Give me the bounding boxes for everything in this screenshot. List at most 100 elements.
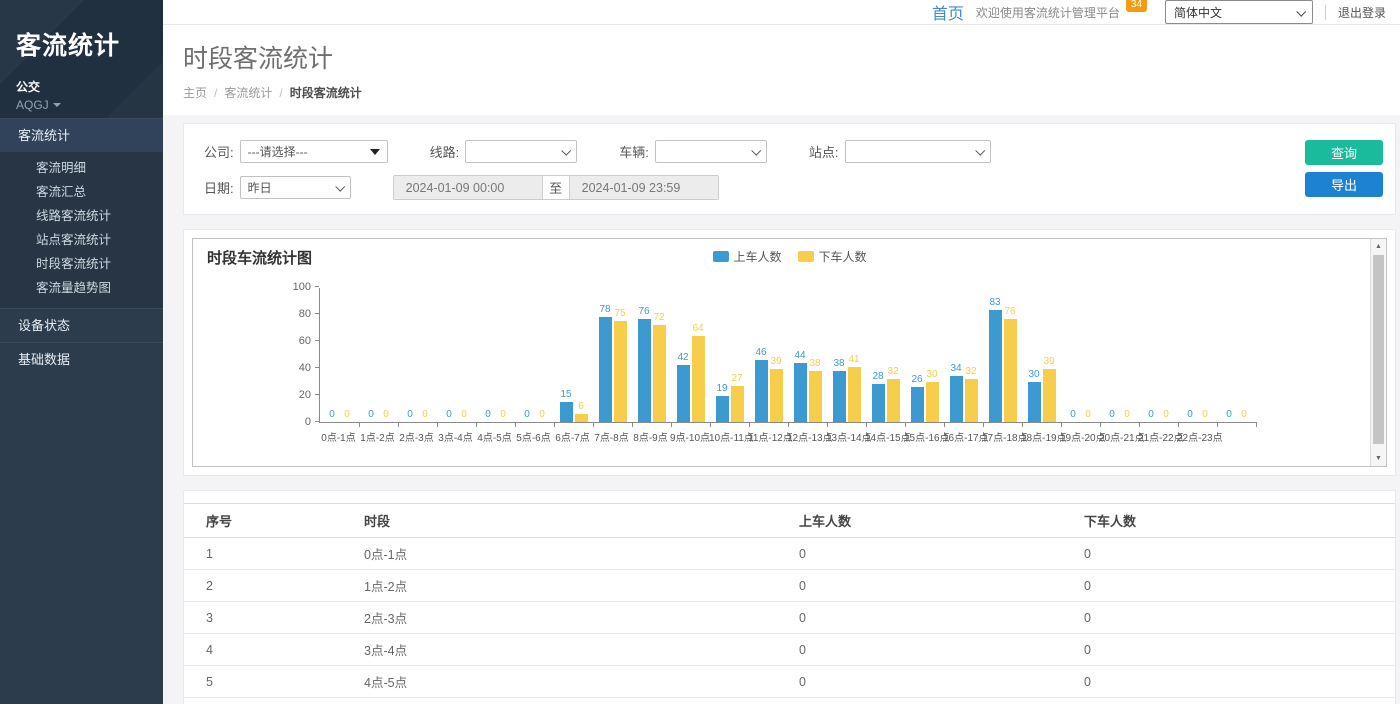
title-block: 时段客流统计 主页 / 客流统计 / 时段客流统计: [163, 25, 1400, 115]
home-link[interactable]: 首页: [932, 0, 964, 24]
y-axis-tick-mark: [315, 394, 319, 395]
chart-bar-column: 28: [872, 371, 885, 422]
chart-category-group: 00: [437, 288, 476, 422]
bar: [809, 371, 822, 422]
sidebar-subitem-3[interactable]: 站点客流统计: [0, 228, 163, 252]
sidebar-nav: 客流统计 客流明细客流汇总线路客流统计站点客流统计时段客流统计客流量趋势图 设备…: [0, 118, 163, 376]
language-select-value: 简体中文: [1174, 4, 1222, 21]
x-axis-tick-label: [1216, 429, 1255, 444]
user-dropdown[interactable]: AQGJ: [16, 98, 147, 112]
station-filter: 站点:: [809, 140, 991, 163]
filter-row-1: 公司: ---请选择--- 线路: 车辆:: [204, 140, 1285, 163]
sidebar-subitem-1[interactable]: 客流汇总: [0, 180, 163, 204]
bar: [1028, 382, 1041, 423]
user-name: AQGJ: [16, 98, 49, 112]
bar-value-label: 0: [461, 409, 467, 420]
x-axis-tick-label: 9点-10点: [670, 429, 709, 444]
table-cell: 0点-1点: [364, 538, 799, 570]
bar-value-label: 0: [329, 409, 335, 420]
chart-category-group: 00: [1139, 288, 1178, 422]
date-filter: 日期: 昨日: [204, 176, 351, 199]
bar-value-label: 0: [368, 409, 374, 420]
table-header-cell: 序号: [184, 504, 364, 538]
date-preset-value: 昨日: [248, 179, 272, 196]
bar-value-label: 28: [872, 371, 883, 382]
bar: [989, 310, 1002, 422]
bar: [677, 365, 690, 422]
bar: [638, 319, 651, 422]
chart-bar-column: 0: [1067, 409, 1080, 422]
chart-bar-column: 38: [833, 358, 846, 422]
chart-bar-column: 0: [365, 409, 378, 422]
legend-swatch-yellow: [798, 251, 814, 262]
export-button[interactable]: 导出: [1305, 172, 1383, 197]
x-axis-tick-label: 16点-17点: [943, 429, 982, 444]
table-header-cell: 时段: [364, 504, 799, 538]
table-row: 43点-4点00: [184, 634, 1395, 666]
bar-value-label: 75: [614, 308, 625, 319]
breadcrumb-passenger-stats[interactable]: 客流统计: [224, 84, 272, 101]
chart-category-group: 00: [359, 288, 398, 422]
chart-category-group: 2832: [866, 288, 905, 422]
chart-bar-column: 0: [1184, 409, 1197, 422]
y-axis-tick-mark: [315, 367, 319, 368]
chart-category-group: 00: [1178, 288, 1217, 422]
query-button[interactable]: 查询: [1305, 140, 1383, 165]
breadcrumb-home[interactable]: 主页: [183, 84, 207, 101]
table-cell: 2点-3点: [364, 602, 799, 634]
sidebar-subitem-5[interactable]: 客流量趋势图: [0, 276, 163, 300]
table-cell: 1点-2点: [364, 570, 799, 602]
chart-bar-column: 41: [848, 354, 861, 422]
sidebar-subitem-0[interactable]: 客流明细: [0, 156, 163, 180]
bar-value-label: 0: [500, 409, 506, 420]
y-axis-tick-label: 100: [293, 281, 311, 293]
y-axis-tick-mark: [315, 340, 319, 341]
bar-value-label: 0: [1085, 409, 1091, 420]
scrollbar-thumb[interactable]: [1373, 255, 1384, 444]
chart-bar-column: 76: [1004, 306, 1017, 422]
bar: [872, 384, 885, 422]
sidebar-subitem-4[interactable]: 时段客流统计: [0, 252, 163, 276]
bar: [599, 317, 612, 422]
table-row: 32点-3点00: [184, 602, 1395, 634]
bar-value-label: 6: [578, 401, 584, 412]
table-cell: 0: [799, 698, 1084, 704]
chart-bar-column: 46: [755, 347, 768, 422]
company-select[interactable]: ---请选择---: [240, 140, 388, 163]
bar-value-label: 64: [692, 323, 703, 334]
date-from-input[interactable]: [394, 176, 542, 199]
chart-bar-column: 72: [653, 312, 666, 422]
bar: [770, 369, 783, 422]
table-cell: 0: [1084, 538, 1395, 570]
chart-bar-column: 0: [341, 409, 354, 422]
chart-bar-column: 78: [599, 304, 612, 422]
chart-bar-column: 0: [1145, 409, 1158, 422]
station-select[interactable]: [845, 140, 991, 163]
bar: [716, 396, 729, 422]
chart-bar-column: 0: [1199, 409, 1212, 422]
scroll-up-arrow-icon[interactable]: ▲: [1371, 239, 1386, 254]
vehicle-select[interactable]: [655, 140, 767, 163]
x-axis-tick-label: 7点-8点: [592, 429, 631, 444]
x-axis-tick-label: 4点-5点: [475, 429, 514, 444]
chart-vertical-scrollbar[interactable]: ▲ ▼: [1370, 239, 1386, 466]
date-preset-select[interactable]: 昨日: [240, 176, 351, 199]
scroll-down-arrow-icon[interactable]: ▼: [1371, 451, 1386, 466]
logout-link[interactable]: 退出登录: [1338, 4, 1386, 21]
topbar: 首页 欢迎使用客流统计管理平台 34 简体中文 退出登录: [163, 0, 1400, 25]
sidebar-subitem-2[interactable]: 线路客流统计: [0, 204, 163, 228]
bar: [950, 376, 963, 422]
sidebar-section-passenger-stats[interactable]: 客流统计: [0, 118, 163, 152]
date-to-input[interactable]: [570, 176, 718, 199]
chart-category-group: 4639: [749, 288, 788, 422]
chart-bar-column: 0: [1121, 409, 1134, 422]
line-select[interactable]: [465, 140, 577, 163]
language-select[interactable]: 简体中文: [1165, 0, 1313, 24]
bar-value-label: 42: [677, 352, 688, 363]
sidebar-section-device-status[interactable]: 设备状态: [0, 308, 163, 342]
bar: [755, 360, 768, 422]
sidebar-section-base-data[interactable]: 基础数据: [0, 342, 163, 376]
bar: [1004, 319, 1017, 422]
chart-bar-column: 30: [1028, 369, 1041, 423]
bar-value-label: 0: [1148, 409, 1154, 420]
